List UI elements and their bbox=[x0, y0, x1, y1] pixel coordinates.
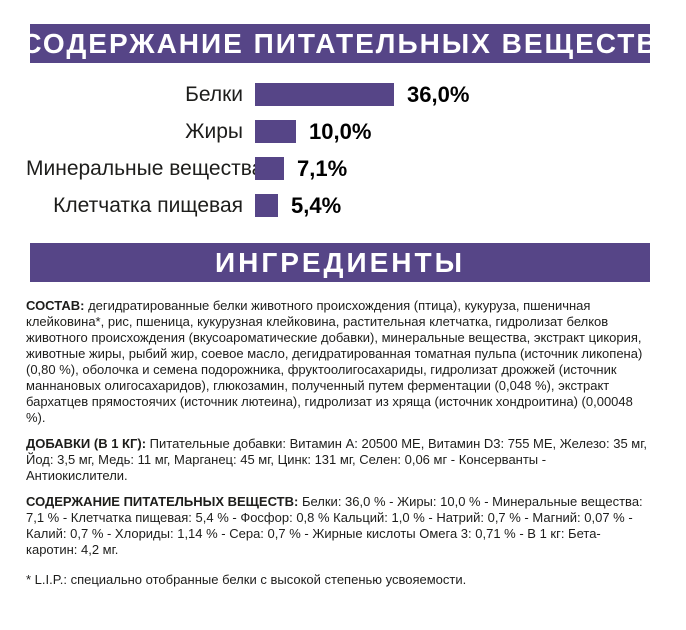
chart-value-label: 5,4% bbox=[291, 192, 342, 218]
additives-text: Питательные добавки: Витамин А: 20500 МЕ… bbox=[26, 436, 648, 483]
composition-label: СОСТАВ: bbox=[26, 298, 85, 313]
chart-row-proteins: Белки 36,0% bbox=[0, 81, 686, 107]
chart-bar bbox=[255, 120, 296, 143]
analysis-paragraph: СОДЕРЖАНИЕ ПИТАТЕЛЬНЫХ ВЕЩЕСТВ: Белки: 3… bbox=[26, 494, 648, 558]
chart-value-label: 7,1% bbox=[297, 155, 348, 181]
chart-bar bbox=[255, 83, 394, 106]
additives-label: ДОБАВКИ (В 1 КГ): bbox=[26, 436, 147, 451]
chart-bar bbox=[255, 157, 284, 180]
analysis-label: СОДЕРЖАНИЕ ПИТАТЕЛЬНЫХ ВЕЩЕСТВ: bbox=[26, 494, 299, 509]
composition-text: дегидратированные белки животного происх… bbox=[26, 298, 643, 425]
chart-value-label: 10,0% bbox=[309, 118, 372, 144]
section-header-ingredients: ИНГРЕДИЕНТЫ bbox=[30, 243, 650, 282]
chart-row-minerals: Минеральные вещества 7,1% bbox=[0, 155, 686, 181]
additives-paragraph: ДОБАВКИ (В 1 КГ): Питательные добавки: В… bbox=[26, 436, 648, 484]
chart-row-fats: Жиры 10,0% bbox=[0, 118, 686, 144]
chart-category-label: Клетчатка пищевая bbox=[53, 193, 243, 217]
lip-footnote: * L.I.P.: специально отобранные белки с … bbox=[26, 572, 467, 587]
ingredients-text-block: СОСТАВ: дегидратированные белки животног… bbox=[26, 298, 648, 588]
analysis-text: Белки: 36,0 % - Жиры: 10,0 % - Минеральн… bbox=[26, 494, 643, 557]
chart-category-label: Белки bbox=[185, 82, 243, 106]
chart-bar bbox=[255, 194, 278, 217]
composition-paragraph: СОСТАВ: дегидратированные белки животног… bbox=[26, 298, 648, 426]
chart-row-fiber: Клетчатка пищевая 5,4% bbox=[0, 192, 686, 218]
chart-category-label: Жиры bbox=[185, 119, 243, 143]
chart-value-label: 36,0% bbox=[407, 81, 470, 107]
section-header-nutrition-text: СОДЕРЖАНИЕ ПИТАТЕЛЬНЫХ ВЕЩЕСТВ bbox=[21, 27, 659, 59]
section-header-nutrition: СОДЕРЖАНИЕ ПИТАТЕЛЬНЫХ ВЕЩЕСТВ bbox=[21, 24, 657, 63]
section-header-ingredients-text: ИНГРЕДИЕНТЫ bbox=[214, 246, 466, 278]
nutrient-bar-chart: Белки 36,0% Жиры 10,0% Минеральные вещес… bbox=[0, 81, 686, 218]
chart-category-label: Минеральные вещества bbox=[26, 156, 264, 180]
